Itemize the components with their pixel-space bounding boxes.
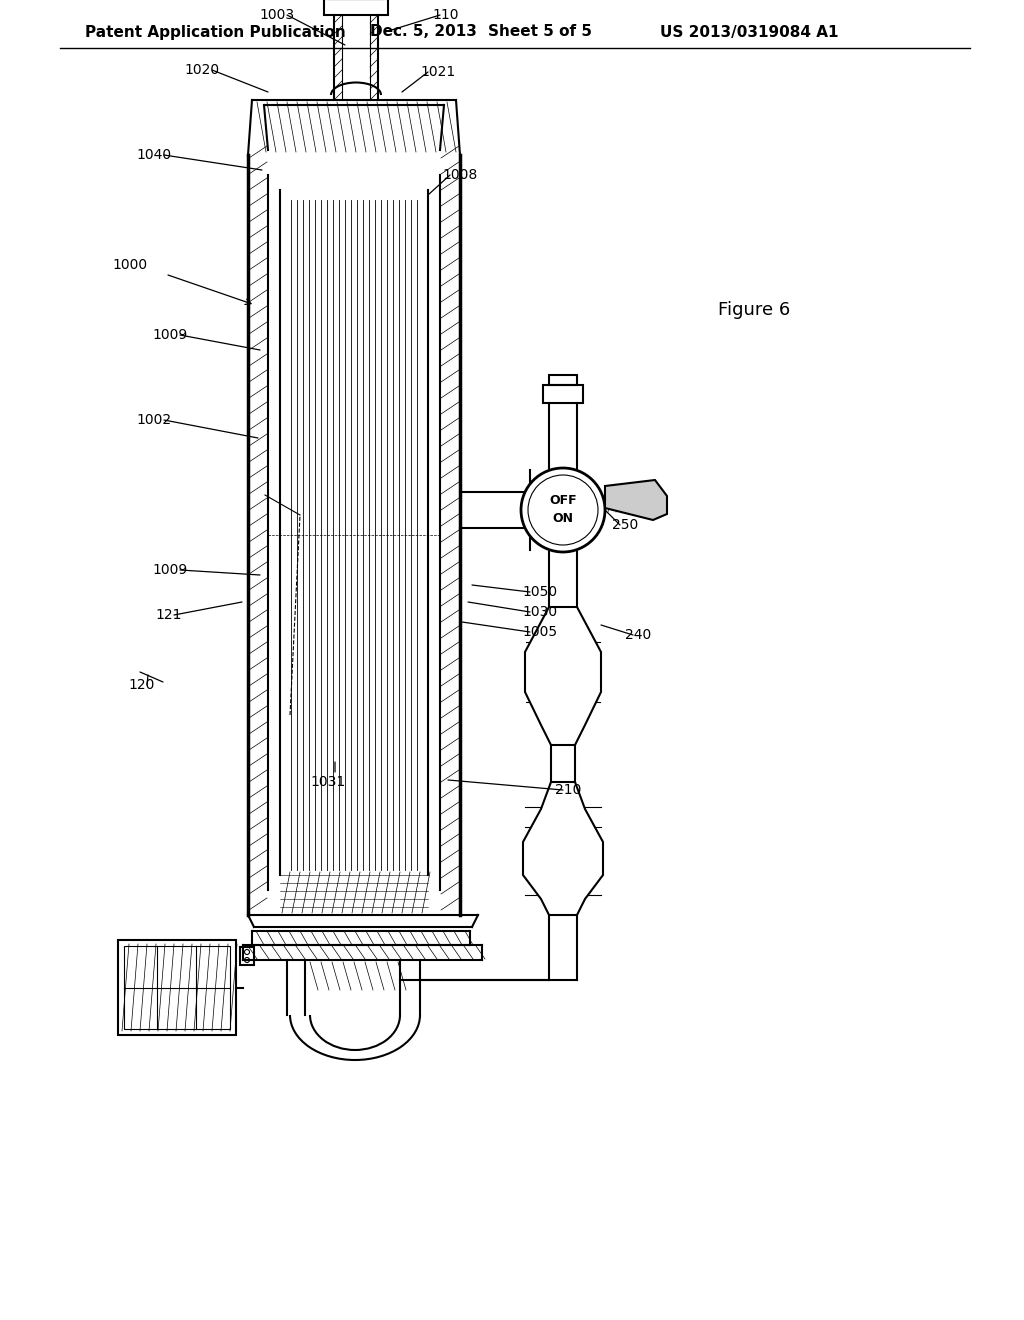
Text: 210: 210 <box>555 783 582 797</box>
Circle shape <box>245 957 250 962</box>
Text: 120: 120 <box>129 678 155 692</box>
Circle shape <box>245 949 250 954</box>
Text: 250: 250 <box>612 517 638 532</box>
Text: 1009: 1009 <box>153 327 188 342</box>
Text: 110: 110 <box>432 8 459 22</box>
Text: 240: 240 <box>625 628 651 642</box>
Bar <box>124 946 230 1030</box>
Text: Sheet 5 of 5: Sheet 5 of 5 <box>488 25 592 40</box>
Text: 121: 121 <box>156 609 182 622</box>
Bar <box>549 375 577 385</box>
Text: Dec. 5, 2013: Dec. 5, 2013 <box>370 25 477 40</box>
Text: 1040: 1040 <box>137 148 172 162</box>
Bar <box>118 940 236 1035</box>
Text: 1009: 1009 <box>153 564 188 577</box>
Text: 1002: 1002 <box>137 413 172 426</box>
Circle shape <box>521 469 605 552</box>
Circle shape <box>528 475 598 545</box>
Text: ON: ON <box>553 512 573 525</box>
Polygon shape <box>523 781 603 915</box>
Text: 1020: 1020 <box>185 63 220 77</box>
Text: OFF: OFF <box>549 495 577 507</box>
Bar <box>240 946 254 965</box>
Text: Patent Application Publication: Patent Application Publication <box>85 25 346 40</box>
Bar <box>324 0 388 15</box>
Text: US 2013/0319084 A1: US 2013/0319084 A1 <box>660 25 839 40</box>
Polygon shape <box>525 607 601 744</box>
Bar <box>543 385 583 403</box>
Text: 1003: 1003 <box>260 8 295 22</box>
Polygon shape <box>605 480 667 520</box>
Text: 1050: 1050 <box>522 585 557 599</box>
Text: 1031: 1031 <box>310 775 346 789</box>
Text: 1005: 1005 <box>522 624 557 639</box>
Text: 1008: 1008 <box>442 168 477 182</box>
Text: 1021: 1021 <box>420 65 456 79</box>
Text: 1000: 1000 <box>113 257 148 272</box>
Text: 1030: 1030 <box>522 605 557 619</box>
Text: Figure 6: Figure 6 <box>718 301 791 319</box>
